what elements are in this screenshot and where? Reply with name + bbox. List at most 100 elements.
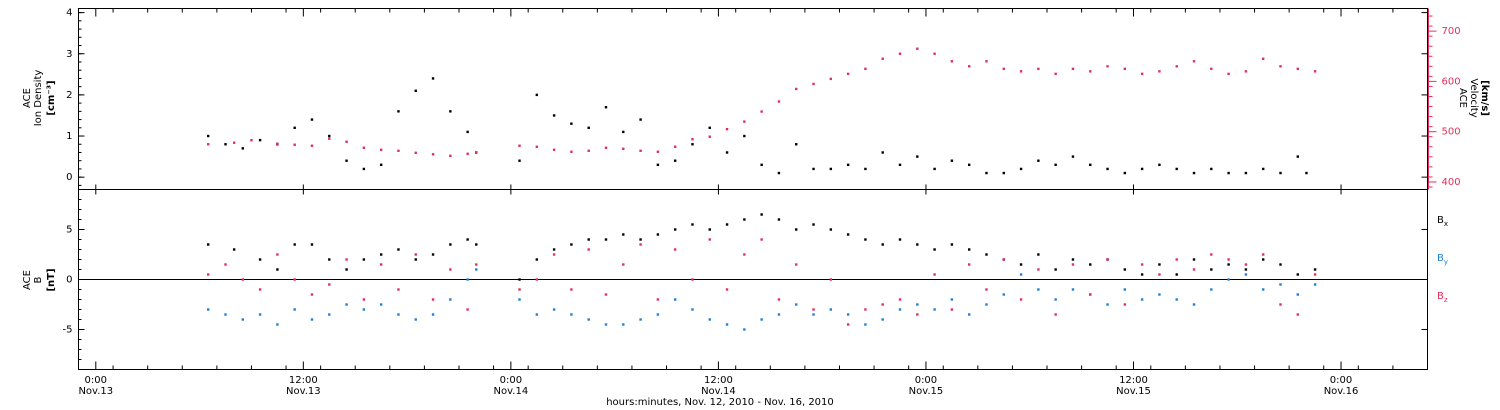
velocity-data-point	[743, 120, 746, 123]
bx-data-point	[207, 243, 210, 246]
density-data-point	[431, 77, 435, 80]
velocity-data-point	[1140, 72, 1144, 76]
by-data-point	[475, 268, 478, 271]
velocity-data-point	[328, 137, 331, 140]
by-data-point	[310, 318, 314, 321]
bx-data-point	[397, 248, 400, 251]
data-points	[207, 47, 1317, 331]
by-data-point	[656, 313, 660, 316]
density-data-point	[310, 118, 314, 121]
by-data-point	[224, 313, 227, 316]
by-data-point	[708, 318, 711, 321]
bx-data-point	[1071, 258, 1075, 261]
top-right-title-line2: Velocity	[1468, 78, 1479, 117]
velocity-data-point	[1089, 70, 1092, 73]
velocity-data-point	[864, 67, 867, 71]
bz-data-point	[1140, 263, 1144, 266]
bx-data-point	[1296, 273, 1299, 276]
velocity-data-point	[250, 139, 253, 142]
velocity-data-point	[1002, 67, 1005, 71]
bx-data-point	[1261, 258, 1265, 261]
top-right-ticks: 400 500 600 700	[1428, 8, 1461, 190]
x-tick-date-label: Nov.15	[1116, 386, 1151, 397]
bx-data-point	[916, 243, 919, 246]
by-data-point	[466, 278, 469, 281]
density-data-point	[916, 155, 919, 158]
bz-data-point	[241, 278, 245, 281]
bx-data-point	[345, 268, 348, 271]
x-tick-date-label: Nov.13	[286, 386, 321, 397]
bx-data-point	[310, 243, 314, 246]
legend-bx-b: B	[1437, 215, 1444, 226]
velocity-data-point	[276, 142, 279, 145]
velocity-data-point	[570, 150, 573, 153]
velocity-data-point	[1192, 60, 1196, 63]
velocity-data-point	[1106, 65, 1109, 68]
density-data-point	[743, 134, 746, 138]
density-data-point	[1244, 171, 1248, 175]
legend-bz-b: B	[1437, 291, 1444, 302]
bx-data-point	[1140, 273, 1144, 276]
density-data-point	[362, 167, 366, 171]
bz-data-point	[207, 273, 210, 276]
by-data-point	[933, 308, 936, 311]
bx-data-point	[328, 258, 331, 261]
bottom-left-tick-label: 0	[66, 275, 72, 286]
bz-data-point	[1123, 303, 1127, 306]
density-data-point	[812, 167, 815, 171]
top-right-tick-label: 500	[1442, 127, 1461, 138]
bz-data-point	[518, 288, 521, 291]
bx-data-point	[691, 223, 694, 226]
density-data-point	[673, 159, 677, 162]
bx-data-point	[967, 248, 971, 251]
by-data-point	[691, 308, 694, 311]
top-right-title-units: [km/s]	[1479, 80, 1490, 116]
bx-data-point	[1158, 263, 1161, 266]
bz-data-point	[1261, 253, 1265, 256]
legend-bx-sub: x	[1444, 220, 1448, 228]
bx-data-point	[898, 238, 902, 241]
density-data-point	[1305, 171, 1308, 175]
bx-data-point	[760, 213, 763, 216]
bz-data-point	[622, 263, 625, 266]
bx-data-point	[475, 243, 478, 246]
density-data-point	[898, 163, 902, 167]
bottom-left-title-line2: B	[33, 276, 44, 283]
by-data-point	[864, 323, 867, 326]
by-data-point	[985, 303, 988, 306]
bx-data-point	[414, 258, 417, 261]
x-tick-time-label: 12:00	[289, 375, 318, 386]
by-data-point	[535, 313, 539, 316]
by-data-point	[1054, 298, 1057, 301]
bx-data-point	[570, 243, 573, 246]
bz-data-point	[673, 248, 677, 251]
density-data-point	[639, 118, 642, 121]
bottom-left-title-line1: ACE	[22, 270, 33, 290]
top-right-title-line1: ACE	[1457, 88, 1468, 108]
bz-data-point	[1158, 273, 1161, 276]
bx-data-point	[232, 248, 236, 251]
by-data-point	[1037, 288, 1040, 291]
velocity-data-point	[379, 148, 383, 151]
bz-data-point	[328, 283, 331, 286]
density-data-point	[207, 134, 210, 138]
x-tick-date-label: Nov.14	[494, 386, 529, 397]
bx-data-point	[431, 253, 435, 256]
density-data-point	[414, 89, 417, 92]
velocity-data-point	[207, 143, 210, 146]
velocity-data-point	[293, 143, 296, 146]
top-left-ticks: 0 1 2 3 4	[66, 8, 1428, 186]
bx-data-point	[743, 218, 746, 221]
x-axis-ticks: 0:00Nov.1312:00Nov.130:00Nov.1412:00Nov.…	[78, 8, 1428, 397]
velocity-data-point	[1037, 67, 1040, 71]
velocity-data-point	[362, 146, 366, 149]
bz-data-point	[760, 238, 763, 241]
bz-data-point	[1002, 258, 1005, 261]
bx-data-point	[449, 243, 452, 246]
bottom-left-title-units: [nT]	[46, 268, 57, 291]
bx-data-point	[362, 258, 366, 261]
density-data-point	[1158, 163, 1161, 167]
density-data-point	[1192, 171, 1196, 175]
x-tick-date-label: Nov.13	[78, 386, 113, 397]
